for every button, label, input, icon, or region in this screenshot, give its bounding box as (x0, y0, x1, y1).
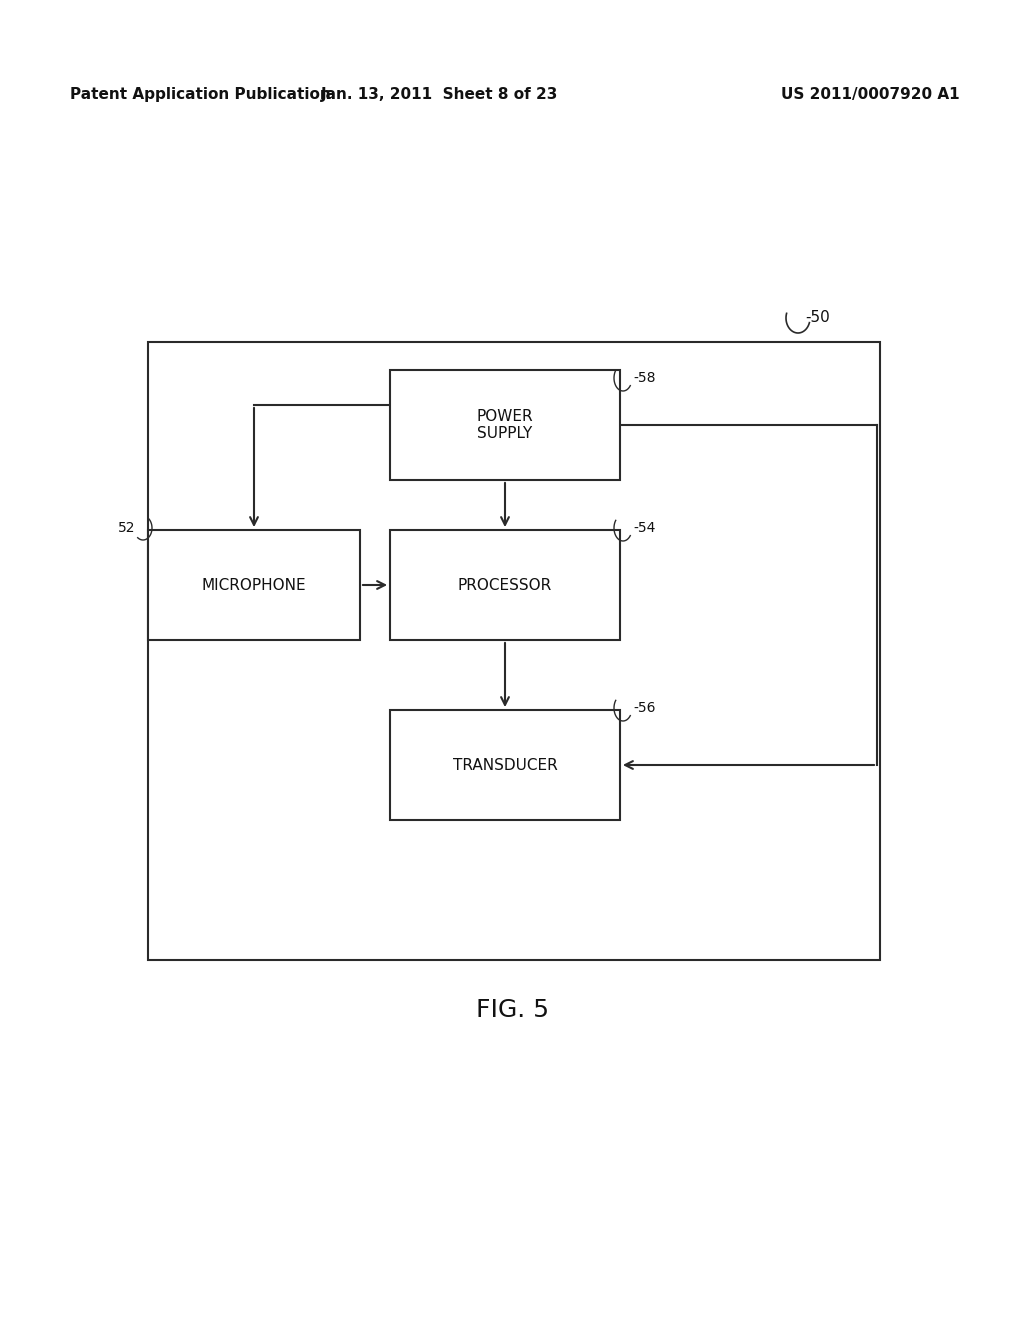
Text: Jan. 13, 2011  Sheet 8 of 23: Jan. 13, 2011 Sheet 8 of 23 (322, 87, 559, 103)
Text: -54: -54 (633, 521, 655, 535)
Text: PROCESSOR: PROCESSOR (458, 578, 552, 593)
Bar (390, 531, 620, 640)
Text: -58: -58 (633, 371, 655, 385)
Text: -50: -50 (805, 310, 829, 326)
Text: MICROPHONE: MICROPHONE (202, 578, 306, 593)
Text: TRANSDUCER: TRANSDUCER (453, 758, 557, 772)
Bar (148, 531, 360, 640)
Bar (148, 342, 880, 960)
Text: 52: 52 (118, 521, 135, 535)
Bar (390, 370, 620, 480)
Bar (390, 710, 620, 820)
Text: -56: -56 (633, 701, 655, 715)
Text: FIG. 5: FIG. 5 (475, 998, 549, 1022)
Text: Patent Application Publication: Patent Application Publication (70, 87, 331, 103)
Text: POWER
SUPPLY: POWER SUPPLY (477, 409, 534, 441)
Text: US 2011/0007920 A1: US 2011/0007920 A1 (781, 87, 961, 103)
